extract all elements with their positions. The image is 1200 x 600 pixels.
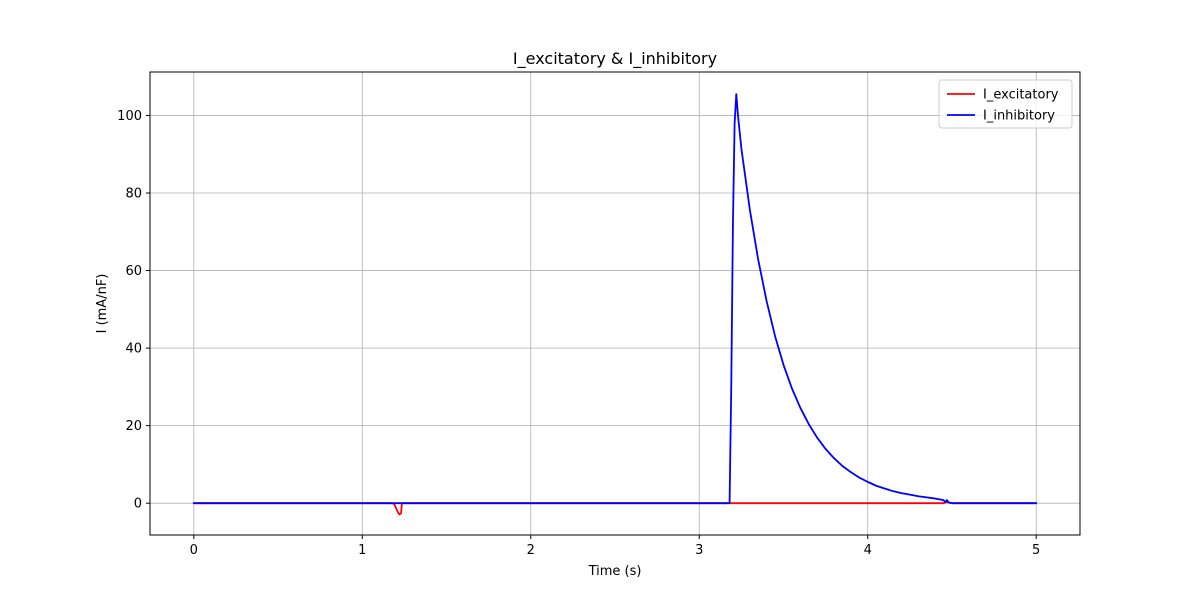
y-tick-label: 0 bbox=[134, 497, 142, 512]
x-tick-label: 0 bbox=[190, 543, 198, 558]
y-tick-label: 100 bbox=[117, 109, 142, 124]
series-line-i-excitatory bbox=[192, 501, 1038, 516]
x-tick-label: 3 bbox=[695, 543, 703, 558]
y-tick-label: 80 bbox=[125, 186, 142, 201]
plot-frame bbox=[149, 71, 1081, 536]
x-tick-label: 5 bbox=[1032, 543, 1040, 558]
series-line-i-inhibitory bbox=[192, 93, 1038, 505]
legend-label: I_excitatory bbox=[983, 88, 1059, 103]
ticks: 0 1 2 3 4 5 0 20 40 60 80 100 bbox=[117, 109, 1040, 558]
x-tick-label: 2 bbox=[527, 543, 535, 558]
series-layer bbox=[192, 93, 1038, 516]
legend-label: I_inhibitory bbox=[983, 109, 1055, 124]
y-tick-label: 60 bbox=[125, 264, 142, 279]
chart-title: I_excitatory & I_inhibitory bbox=[513, 49, 717, 69]
x-tick-label: 4 bbox=[864, 543, 872, 558]
y-tick-label: 20 bbox=[125, 419, 142, 434]
y-tick-label: 40 bbox=[125, 342, 142, 357]
x-tick-label: 1 bbox=[358, 543, 366, 558]
x-axis-title: Time (s) bbox=[588, 564, 642, 579]
legend: I_excitatory I_inhibitory bbox=[938, 79, 1073, 129]
legend-box bbox=[938, 79, 1073, 129]
y-axis-title: I (mA/nF) bbox=[95, 274, 110, 334]
